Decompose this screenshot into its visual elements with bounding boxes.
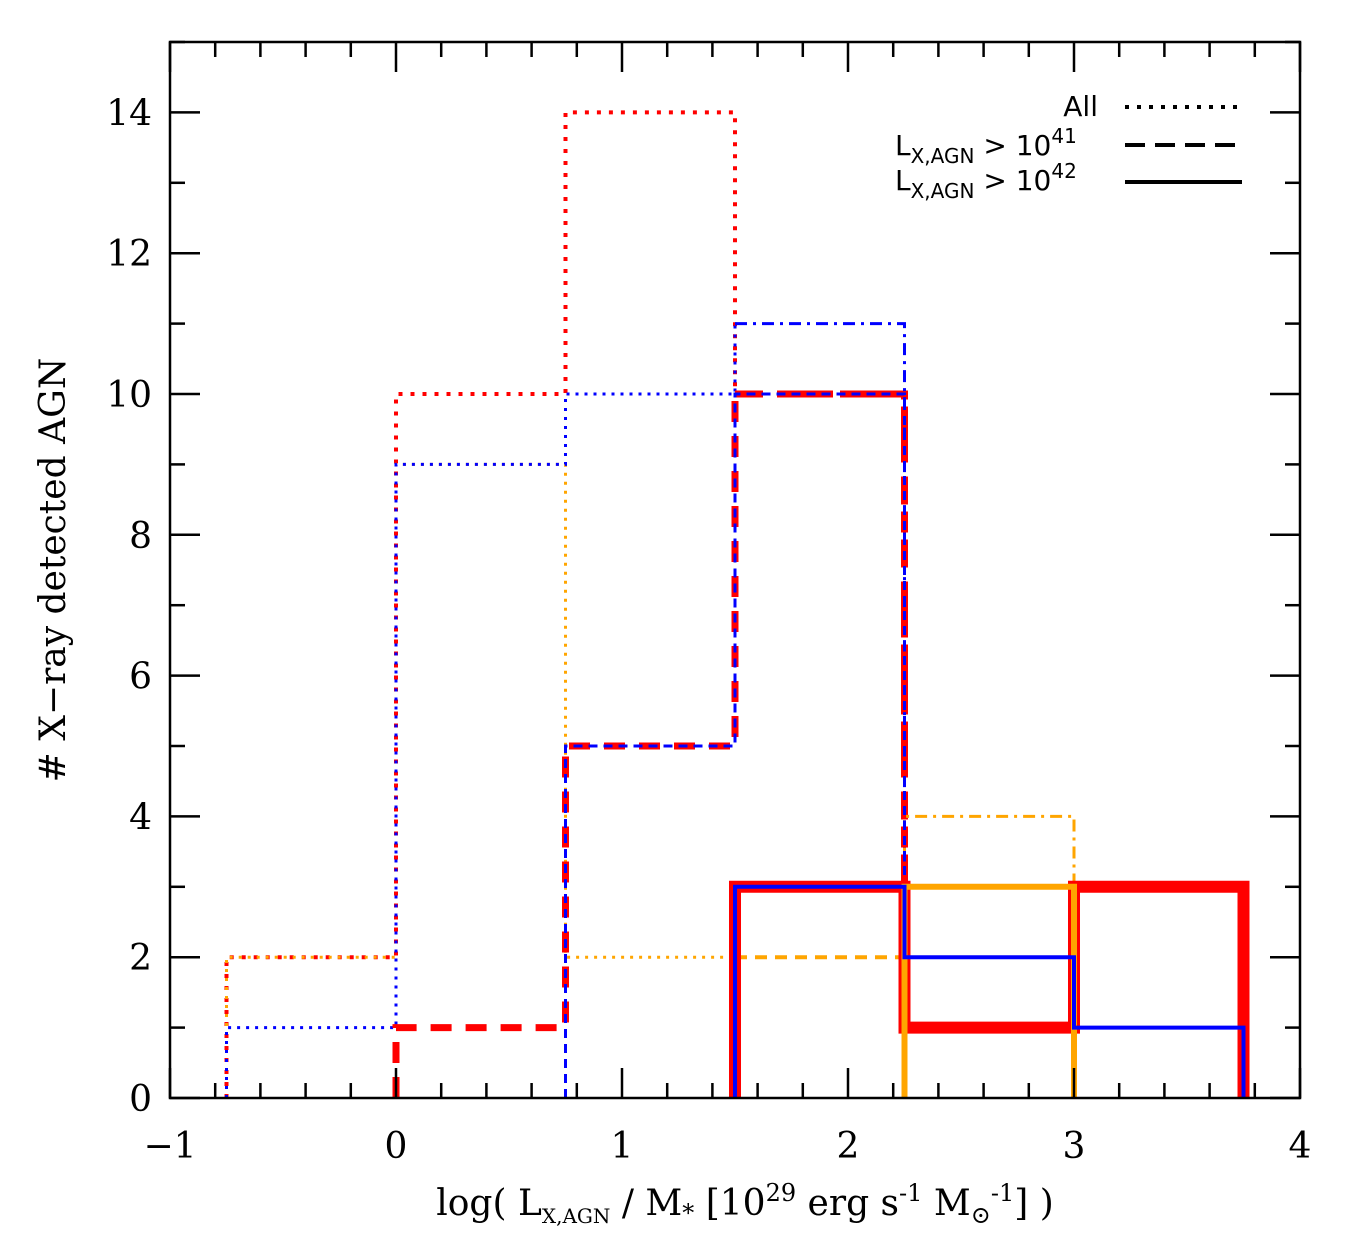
series-red-dashdot xyxy=(735,390,908,887)
x-tick-label: 3 xyxy=(1063,1126,1086,1167)
x-tick-label: 4 xyxy=(1289,1126,1312,1167)
x-axis-label: log( LX,AGN / M* [1029 erg s-1 M⊙-1] ) xyxy=(436,1179,1054,1229)
y-axis-label: # X−ray detected AGN xyxy=(33,358,74,783)
series-blue-all xyxy=(225,323,737,1098)
y-tick-label: 10 xyxy=(106,375,152,416)
legend-label-41: LX,AGN > 1041 xyxy=(895,124,1077,168)
series-red-all xyxy=(224,110,737,1098)
legend: All LX,AGN > 1041 LX,AGN > 1042 xyxy=(895,90,1242,203)
y-tick-label: 6 xyxy=(129,657,152,698)
x-tick-label: 1 xyxy=(611,1126,634,1167)
series-red-42 xyxy=(729,880,1250,1098)
series-blue-dashdot xyxy=(735,322,906,887)
y-tick-label: 12 xyxy=(106,234,152,275)
y-tick-label: 0 xyxy=(129,1079,152,1120)
x-tick-label: 2 xyxy=(837,1126,860,1167)
legend-label-all: All xyxy=(1063,90,1098,123)
plot-frame xyxy=(168,40,1302,1100)
series-orange-dashdot xyxy=(903,814,1076,887)
y-tick-label: 8 xyxy=(129,516,152,557)
series-orange-all xyxy=(225,462,735,1098)
legend-label-42: LX,AGN > 1042 xyxy=(895,159,1077,203)
y-tick-label: 2 xyxy=(129,938,152,979)
x-tick-label: −1 xyxy=(143,1126,196,1167)
y-tick-label: 4 xyxy=(129,797,152,838)
y-tick-label: 14 xyxy=(106,93,152,134)
series-orange-42 xyxy=(901,883,1077,1098)
x-tick-label: 0 xyxy=(385,1126,408,1167)
series-blue-41 xyxy=(564,392,906,1098)
series-layer xyxy=(224,110,1250,1098)
series-blue-42 xyxy=(733,884,1246,1098)
